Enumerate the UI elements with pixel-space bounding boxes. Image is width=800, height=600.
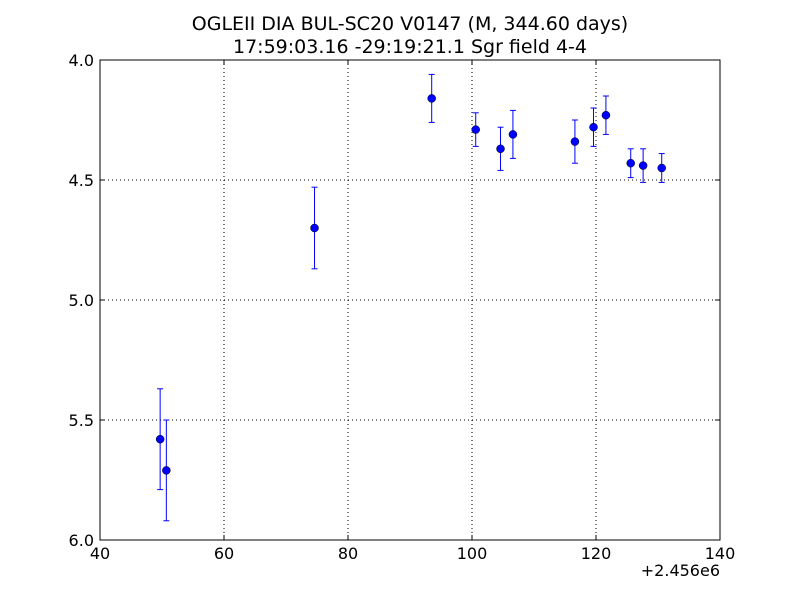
data-marker [657, 163, 666, 173]
data-marker [589, 122, 598, 132]
x-tick-label: 80 [338, 544, 358, 563]
data-point [427, 73, 436, 123]
data-marker [471, 125, 480, 134]
x-tick-label: 100 [457, 544, 488, 563]
data-marker [601, 110, 611, 120]
data-point [589, 107, 598, 147]
y-tick-label: 4.5 [69, 171, 94, 190]
data-marker [310, 223, 319, 233]
data-points [155, 73, 666, 522]
data-point [496, 126, 505, 171]
x-tick-label: 60 [214, 544, 234, 563]
data-point [657, 153, 666, 183]
data-marker [570, 137, 580, 146]
data-marker [496, 144, 505, 154]
chart-subtitle: 17:59:03.16 -29:19:21.1 Sgr field 4-4 [233, 36, 587, 58]
y-tick-label: 5.5 [69, 411, 94, 430]
x-tick-label: 140 [705, 544, 736, 563]
x-axis-offset-label: +2.456e6 [641, 561, 720, 580]
x-tick-label: 120 [581, 544, 612, 563]
data-point [570, 119, 580, 164]
grid-lines [100, 60, 720, 540]
data-point [162, 419, 171, 522]
y-tick-label: 4.0 [69, 51, 94, 70]
plot-frame [99, 59, 721, 541]
y-tick-label: 5.0 [69, 291, 94, 310]
data-point [508, 109, 518, 159]
x-tick-label: 40 [90, 544, 110, 563]
data-marker [508, 130, 518, 139]
data-point [310, 186, 319, 270]
data-point [626, 148, 635, 179]
y-tick-label: 6.0 [69, 531, 94, 550]
data-marker [638, 161, 648, 170]
data-point [471, 112, 480, 147]
data-marker [155, 434, 165, 444]
data-marker [427, 94, 436, 103]
data-point [155, 388, 165, 491]
data-point [638, 148, 648, 183]
data-marker [626, 158, 635, 168]
data-marker [162, 466, 171, 475]
chart-title: OGLEII DIA BUL-SC20 V0147 (M, 344.60 day… [192, 13, 628, 35]
data-point [601, 95, 611, 135]
axes: 40 60 80 100 120 140 4.0 4.5 5.0 5.5 6.0 [69, 51, 736, 563]
